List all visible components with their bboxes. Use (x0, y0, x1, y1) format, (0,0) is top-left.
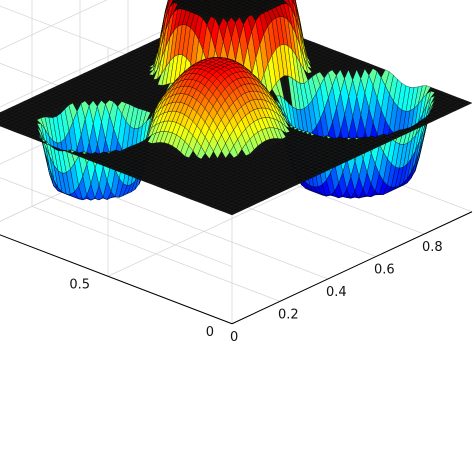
surface-cell (463, 101, 473, 106)
grid-line (0, 0, 108, 51)
y-tick-label: 0 (206, 325, 214, 340)
x-tick-label: 0.2 (278, 307, 299, 322)
grid-line (0, 234, 233, 325)
surface-cell (203, 0, 209, 2)
surface-cell (165, 0, 171, 14)
axis-ticks: 0 0.2 0.4 0.6 0.8 0 0.5 (69, 240, 442, 345)
surface-cell (256, 0, 262, 2)
y-axis-line (0, 234, 233, 325)
grid-line (0, 177, 233, 267)
x-axis-line (231, 211, 473, 325)
grid-line (0, 234, 233, 325)
x-tick-label: 0.8 (422, 240, 443, 255)
y-tick-label: 0.5 (69, 277, 90, 292)
x-tick-label: 0.6 (374, 263, 395, 278)
x-tick-label: 0.4 (326, 285, 347, 300)
surface (0, 0, 473, 216)
surface-cell (169, 0, 172, 1)
x-tick-label: 0 (230, 330, 238, 345)
surface-cell (247, 0, 255, 2)
